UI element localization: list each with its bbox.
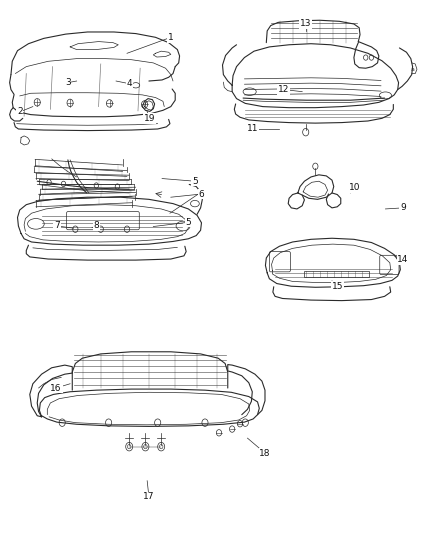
Text: 7: 7	[54, 222, 60, 230]
Text: 13: 13	[300, 20, 311, 28]
Text: 2: 2	[17, 108, 22, 116]
Text: 17: 17	[143, 492, 155, 501]
Text: 12: 12	[278, 85, 290, 94]
Text: 5: 5	[192, 177, 198, 185]
Text: 19: 19	[144, 114, 155, 123]
Text: 11: 11	[247, 125, 258, 133]
Bar	[304, 271, 369, 277]
Text: 4: 4	[127, 79, 132, 88]
Text: 18: 18	[259, 449, 271, 457]
Text: 6: 6	[198, 190, 205, 198]
Text: 9: 9	[400, 204, 406, 212]
Text: 1: 1	[168, 33, 174, 42]
Text: 3: 3	[65, 78, 71, 87]
Text: 10: 10	[349, 183, 360, 192]
Text: 15: 15	[332, 282, 343, 290]
Text: 16: 16	[50, 384, 62, 392]
Text: 5: 5	[185, 218, 191, 227]
Text: 8: 8	[93, 222, 99, 230]
Text: 14: 14	[397, 255, 409, 264]
Text: a: a	[411, 67, 414, 72]
